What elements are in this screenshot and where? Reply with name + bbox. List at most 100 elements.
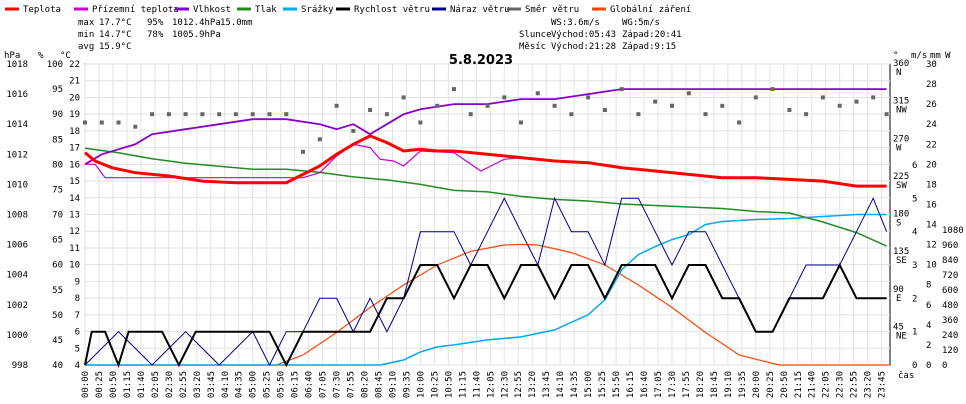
legend: Teplota Přízemní teplota Vlhkost Tlak Srážky… xyxy=(5,5,691,15)
tick-label-pct: 45 xyxy=(52,336,63,346)
x-tick-label: 08:20 xyxy=(361,371,371,398)
tick-label-ms: 6 xyxy=(912,161,917,171)
wind-direction-point xyxy=(83,120,87,125)
wind-direction-point xyxy=(586,95,591,100)
x-tick-label: 23:45 xyxy=(878,371,888,398)
wind-direction-point xyxy=(837,103,842,108)
series-tlak xyxy=(84,147,887,247)
tick-label-mm: 26 xyxy=(926,100,937,110)
wind-direction-point xyxy=(720,103,725,108)
tick-label-hpa: 998 xyxy=(12,361,28,371)
legend-label: Vlhkost xyxy=(193,5,231,15)
tick-label-hpa: 1012 xyxy=(6,150,28,160)
x-tick-label: 17:55 xyxy=(682,371,692,398)
tick-label-degc: 9 xyxy=(75,277,80,287)
x-tick-label: 13:20 xyxy=(528,371,538,398)
tick-label-dir-name: SE xyxy=(896,256,907,266)
x-tick-label: 09:10 xyxy=(388,371,398,398)
x-tick-label: 07:55 xyxy=(347,371,357,398)
tick-label-w: 360 xyxy=(942,316,958,326)
tick-label-degc: 13 xyxy=(69,211,80,221)
wind-direction-point xyxy=(250,112,255,117)
tick-label-mm: 28 xyxy=(926,80,937,90)
tick-label-pct: 95 xyxy=(52,85,63,95)
stats-block: max 17.7°C 95% 1012.4hPa 15.0mm min 14.7°C 78% 1… xyxy=(78,18,682,52)
tick-label-degc: 17 xyxy=(69,144,80,154)
wind-direction-point xyxy=(267,112,272,117)
x-tick-label: 14:10 xyxy=(556,371,566,398)
tick-label-dir-name: SW xyxy=(896,181,907,191)
wind-direction-point xyxy=(384,112,389,117)
sun-rise: Východ:05:43 xyxy=(551,30,616,40)
tick-label-degc: 12 xyxy=(69,227,80,237)
wind-direction-point xyxy=(217,112,222,117)
wind-direction-point xyxy=(351,128,356,133)
legend-label: Náraz větru xyxy=(450,5,510,15)
x-tick-label: 17:05 xyxy=(654,371,664,398)
series-layer xyxy=(83,87,890,369)
x-tick-label: 00:50 xyxy=(109,371,119,398)
x-tick-label: 06:15 xyxy=(291,371,301,398)
tick-label-mm: 24 xyxy=(926,120,937,130)
wind-direction-point xyxy=(820,95,825,100)
x-tick-label: 09:35 xyxy=(402,371,412,398)
x-tick-label: 11:40 xyxy=(472,371,482,398)
x-tick-label: 23:20 xyxy=(864,371,874,398)
tick-label-hpa: 1008 xyxy=(6,211,28,221)
stats-press: 1005.9hPa xyxy=(172,30,221,40)
tick-label-ms: 5 xyxy=(912,194,917,204)
tick-label-hpa: 1010 xyxy=(6,180,28,190)
x-tick-label: 19:35 xyxy=(738,371,748,398)
wind-direction-point xyxy=(552,103,557,108)
wind-direction-point xyxy=(602,108,607,112)
tick-label-degc: 18 xyxy=(69,127,80,137)
wind-direction-point xyxy=(166,112,171,117)
x-tick-label: 16:40 xyxy=(640,371,650,398)
x-tick-label: 16:15 xyxy=(626,371,636,398)
wind-direction-point xyxy=(884,112,889,117)
x-tick-label: 21:40 xyxy=(808,371,818,398)
tick-label-dir: 45 xyxy=(893,322,904,332)
tick-label-mm: 16 xyxy=(926,200,937,210)
wind-direction-point xyxy=(619,87,624,92)
tick-label-degc: 19 xyxy=(69,110,80,120)
x-tick-label: 00:25 xyxy=(95,371,105,398)
tick-label-hpa: 1006 xyxy=(6,241,28,251)
wind-direction-point xyxy=(468,112,473,117)
tick-label-ms: 0 xyxy=(912,361,917,371)
wind-direction-point xyxy=(653,99,658,104)
tick-label-dir: 360 xyxy=(893,59,909,69)
tick-label-w: 1080 xyxy=(942,226,964,236)
x-tick-label: 02:05 xyxy=(151,371,161,398)
x-tick-label: 18:45 xyxy=(710,371,720,398)
x-tick-label: 07:05 xyxy=(319,371,329,398)
wind-direction-point xyxy=(317,137,322,142)
stats-temp: 15.9°C xyxy=(99,42,132,52)
unit-time: čas xyxy=(898,370,914,381)
wind-direction-point xyxy=(452,87,456,92)
wind-direction-point xyxy=(485,103,490,108)
tick-label-dir: 315 xyxy=(893,97,909,107)
x-tick-label: 02:55 xyxy=(179,371,189,398)
tick-label-degc: 16 xyxy=(69,160,80,170)
tick-label-mm: 6 xyxy=(926,301,931,311)
tick-label-w: 720 xyxy=(942,271,958,281)
x-tick-label: 20:50 xyxy=(780,371,790,398)
unit-hpa: hPa xyxy=(4,51,20,61)
tick-label-pct: 100 xyxy=(47,60,63,70)
x-tick-label: 18:20 xyxy=(696,371,706,398)
wind-direction-point xyxy=(435,103,440,108)
wind-direction-point xyxy=(401,95,406,100)
x-tick-label: 20:00 xyxy=(752,371,762,398)
x-tick-label: 11:15 xyxy=(458,371,468,398)
wind-wg: WG:5m/s xyxy=(622,18,660,28)
tick-label-pct: 55 xyxy=(52,286,63,296)
tick-label-mm: 2 xyxy=(926,341,931,351)
unit-w: W xyxy=(945,51,951,61)
tick-label-dir: 180 xyxy=(893,210,909,220)
tick-label-mm: 0 xyxy=(926,361,931,371)
wind-direction-point xyxy=(636,112,641,117)
tick-label-degc: 4 xyxy=(75,361,80,371)
stats-hum: 78% xyxy=(147,30,164,40)
tick-label-pct: 75 xyxy=(52,185,63,195)
